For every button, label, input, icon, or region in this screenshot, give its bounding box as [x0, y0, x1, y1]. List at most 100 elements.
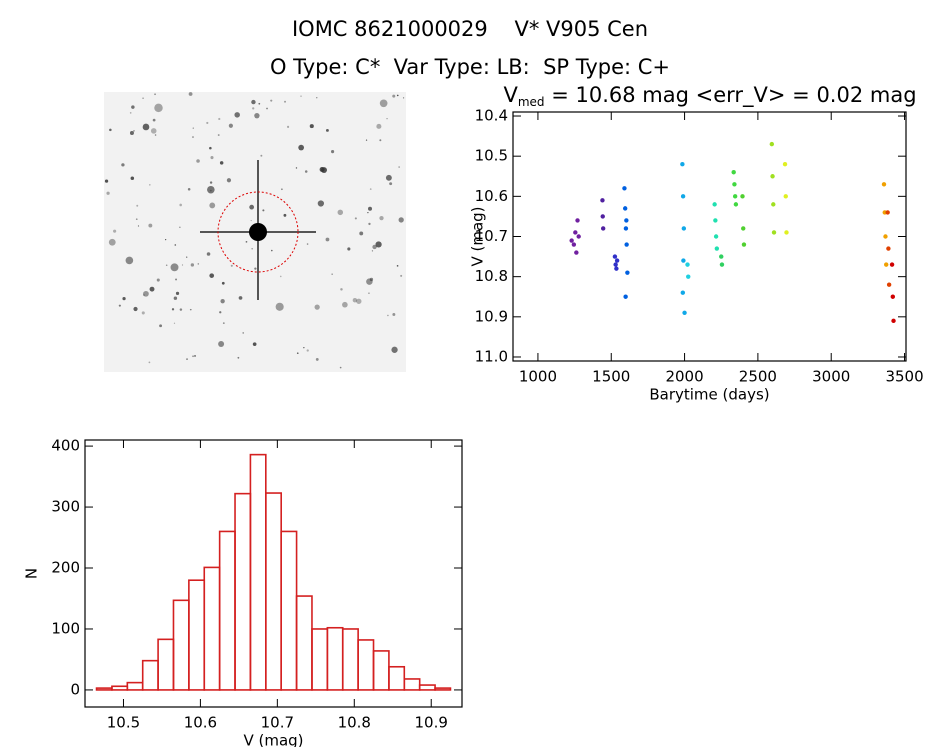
- star: [242, 332, 245, 334]
- star: [250, 219, 252, 222]
- data-point: [613, 262, 618, 267]
- y-tick-label: 10.4: [475, 107, 508, 125]
- star: [398, 166, 400, 168]
- star: [122, 297, 126, 301]
- data-point: [680, 194, 686, 199]
- star: [219, 161, 224, 165]
- star: [354, 217, 357, 220]
- star: [245, 240, 248, 243]
- star: [286, 125, 290, 128]
- data-point: [731, 170, 736, 175]
- star: [173, 296, 178, 300]
- data-point: [713, 218, 718, 223]
- data-point: [625, 270, 630, 275]
- star: [218, 341, 225, 348]
- star: [275, 302, 284, 311]
- star: [347, 247, 351, 251]
- star: [209, 146, 212, 150]
- data-point: [576, 234, 581, 239]
- data-point: [784, 230, 789, 235]
- star: [217, 134, 220, 137]
- star: [300, 95, 302, 97]
- star: [238, 296, 243, 300]
- star: [207, 185, 215, 194]
- star: [396, 94, 399, 97]
- aperture: [217, 191, 299, 273]
- star: [109, 128, 112, 132]
- star: [387, 314, 389, 317]
- y-axis-label: V (mag): [469, 206, 487, 266]
- data-point: [883, 234, 888, 239]
- star: [309, 124, 314, 129]
- star: [258, 102, 261, 105]
- x-axis-label: V (mag): [243, 732, 303, 747]
- star: [376, 123, 382, 129]
- data-point: [885, 210, 890, 215]
- star: [130, 176, 135, 181]
- data-point: [783, 194, 788, 199]
- star: [254, 113, 260, 119]
- data-point: [771, 202, 776, 207]
- star: [121, 163, 125, 167]
- star: [194, 354, 196, 357]
- star: [143, 294, 145, 296]
- star: [368, 206, 373, 211]
- star: [237, 356, 240, 359]
- y-tick-label: 200: [51, 559, 80, 577]
- star: [190, 263, 195, 267]
- x-tick-label: 10.8: [338, 714, 371, 732]
- y-tick-label: 400: [51, 437, 80, 455]
- star: [154, 134, 157, 136]
- star: [365, 139, 368, 141]
- data-point: [681, 258, 686, 263]
- scatter-title: Vmed = 10.68 mag <err_V> = 0.02 mag: [503, 83, 916, 109]
- histogram-bar: [311, 628, 329, 691]
- star: [133, 130, 135, 132]
- data-point: [681, 226, 687, 231]
- data-point: [732, 182, 737, 187]
- star: [340, 288, 343, 291]
- star: [392, 94, 396, 98]
- title-rest: = 10.68 mag <err_V> = 0.02 mag: [545, 83, 917, 108]
- star: [251, 248, 253, 250]
- star: [187, 187, 191, 191]
- star: [171, 308, 175, 311]
- star: [192, 355, 194, 358]
- histogram-bar: [341, 628, 359, 691]
- star: [306, 243, 309, 245]
- star: [192, 136, 194, 138]
- star: [389, 182, 393, 186]
- star: [154, 103, 163, 113]
- x-tick-label: 3000: [812, 368, 850, 386]
- star: [339, 366, 342, 369]
- star: [306, 349, 309, 352]
- x-tick-label: 3500: [885, 368, 923, 386]
- histogram-bar: [111, 685, 129, 691]
- star: [209, 273, 215, 278]
- star: [271, 249, 273, 252]
- star: [262, 209, 265, 212]
- data-point: [574, 250, 579, 255]
- data-point: [622, 206, 628, 211]
- page-subtitle: O Type: C* Var Type: LB: SP Type: C+: [270, 55, 670, 79]
- star: [206, 121, 209, 125]
- star: [129, 131, 134, 136]
- star: [143, 290, 149, 297]
- histogram-bar: [265, 492, 282, 691]
- title-main: V: [503, 83, 518, 107]
- star: [402, 97, 405, 99]
- data-point: [569, 238, 574, 243]
- histogram-bar: [203, 566, 221, 691]
- y-tick-label: 10.7: [475, 227, 508, 245]
- star: [222, 322, 225, 324]
- star: [179, 203, 182, 207]
- page-title: IOMC 8621000029 V* V905 Cen: [292, 17, 648, 41]
- data-point: [600, 214, 605, 219]
- star: [174, 244, 177, 246]
- data-point: [623, 226, 629, 231]
- star: [296, 352, 299, 355]
- star: [284, 100, 286, 103]
- y-tick-label: 300: [51, 498, 80, 516]
- data-point: [740, 194, 745, 199]
- star: [279, 275, 282, 278]
